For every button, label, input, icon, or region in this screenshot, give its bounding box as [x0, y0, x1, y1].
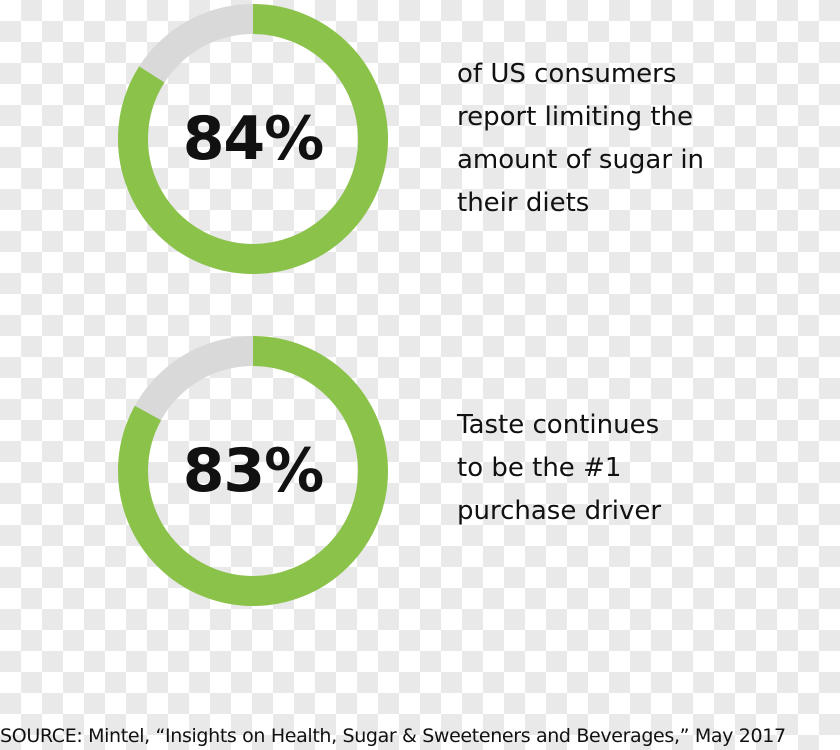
stat-block-sugar: 84% of US consumers report limiting the …	[0, 0, 840, 300]
description-line: Taste continues	[457, 410, 660, 440]
description-line: their diets	[457, 188, 590, 218]
donut-svg-taste	[118, 336, 388, 606]
percentage-label-sugar: 84%	[182, 104, 325, 174]
donut-chart-taste: 83%	[114, 332, 392, 610]
description-line: purchase driver	[457, 496, 662, 526]
stat-block-taste: 83% Taste continues to be the #1 purchas…	[0, 332, 840, 632]
stat-description-taste: Taste continues to be the #1 purchase dr…	[457, 404, 827, 533]
percentage-label-taste: 83%	[182, 436, 325, 506]
donut-arc-taste	[118, 336, 388, 606]
description-line: amount of sugar in	[457, 145, 705, 175]
stat-description-sugar: of US consumers report limiting the amou…	[457, 53, 827, 225]
donut-svg-sugar	[118, 4, 388, 274]
description-line: of US consumers	[457, 59, 677, 89]
donut-arc-sugar	[118, 4, 388, 274]
donut-chart-sugar: 84%	[114, 0, 392, 278]
description-line: to be the #1	[457, 453, 622, 483]
description-line: report limiting the	[457, 102, 694, 132]
source-citation: SOURCE: Mintel, “Insights on Health, Sug…	[0, 725, 786, 747]
